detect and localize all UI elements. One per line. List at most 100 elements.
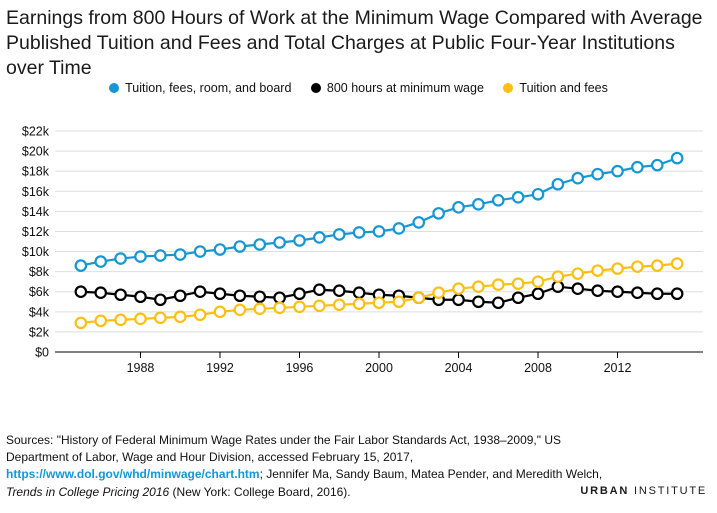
data-point-2 — [273, 301, 286, 315]
y-tick-label: $10k — [22, 245, 50, 259]
data-point-2 — [94, 314, 108, 328]
data-point-1 — [233, 289, 247, 303]
urban-institute-logo: URBAN INSTITUTE — [580, 485, 707, 497]
legend-item-tuition-fees: Tuition and fees — [503, 80, 608, 96]
data-point-2 — [650, 259, 664, 272]
data-point-0 — [571, 171, 585, 185]
data-point-0 — [233, 240, 247, 253]
data-point-1 — [571, 282, 585, 296]
data-point-1 — [94, 286, 108, 300]
data-point-0 — [293, 234, 306, 247]
x-tick-label: 1992 — [206, 361, 234, 375]
data-point-1 — [352, 286, 366, 300]
data-point-1 — [611, 285, 624, 299]
x-tick-label: 1996 — [286, 361, 314, 375]
y-tick-label: $20k — [22, 145, 50, 159]
data-point-2 — [611, 262, 624, 275]
data-point-0 — [611, 164, 624, 178]
brand-institute: INSTITUTE — [629, 485, 707, 497]
legend-item-min-wage: 800 hours at minimum wage — [310, 80, 484, 96]
data-point-2 — [114, 313, 127, 327]
data-point-2 — [293, 300, 306, 314]
data-point-0 — [511, 191, 525, 204]
data-point-2 — [332, 298, 346, 312]
data-point-2 — [571, 267, 585, 280]
data-point-1 — [74, 285, 88, 299]
data-point-0 — [452, 201, 465, 214]
data-point-1 — [313, 283, 326, 297]
y-tick-label: $22k — [22, 125, 50, 139]
data-point-2 — [491, 278, 505, 291]
data-point-1 — [273, 291, 286, 305]
y-tick-label: $4k — [29, 305, 50, 319]
data-point-0 — [412, 216, 426, 229]
data-point-2 — [213, 305, 227, 319]
data-point-0 — [134, 250, 147, 263]
data-point-0 — [173, 248, 187, 261]
source-middle: ; Jennifer Ma, Sandy Baum, Matea Pender,… — [259, 467, 603, 482]
data-point-0 — [193, 245, 207, 258]
data-point-0 — [472, 198, 485, 211]
data-point-2 — [452, 282, 465, 296]
data-point-0 — [551, 177, 565, 191]
data-point-2 — [412, 291, 426, 305]
data-point-0 — [531, 187, 545, 201]
data-point-0 — [591, 167, 604, 181]
data-point-1 — [154, 293, 167, 307]
data-point-2 — [591, 264, 604, 277]
data-point-2 — [233, 303, 247, 317]
data-point-1 — [511, 291, 525, 305]
data-point-1 — [531, 287, 545, 301]
data-point-0 — [94, 255, 108, 268]
legend-label-min-wage: 800 hours at minimum wage — [326, 81, 484, 95]
data-point-0 — [213, 243, 227, 256]
data-point-2 — [352, 297, 366, 311]
data-point-2 — [432, 286, 445, 300]
legend-label-tuition-room-board: Tuition, fees, room, and board — [125, 81, 292, 95]
data-point-1 — [452, 293, 465, 307]
data-point-0 — [372, 225, 386, 238]
data-point-2 — [511, 277, 525, 290]
source-suffix: (New York: College Board, 2016). — [169, 484, 351, 499]
y-tick-label: $18k — [22, 165, 50, 179]
y-tick-label: $0 — [35, 346, 49, 360]
legend-label-tuition-fees: Tuition and fees — [519, 81, 608, 95]
legend-swatch-black — [310, 83, 321, 93]
data-point-2 — [134, 312, 147, 326]
data-point-2 — [531, 275, 545, 288]
data-point-2 — [472, 280, 485, 294]
data-point-2 — [313, 299, 326, 313]
source-note: Sources: "History of Federal Minimum Wag… — [6, 432, 606, 501]
data-point-0 — [432, 207, 445, 220]
data-point-0 — [352, 226, 366, 239]
legend-swatch-yellow — [503, 83, 514, 93]
data-point-2 — [670, 257, 684, 270]
source-prefix: Sources: "History of Federal Minimum Wag… — [6, 433, 562, 465]
data-point-0 — [154, 249, 167, 262]
data-point-2 — [551, 270, 565, 283]
y-tick-label: $14k — [22, 205, 50, 219]
data-point-1 — [472, 295, 485, 309]
legend: Tuition, fees, room, and board 800 hours… — [0, 80, 717, 96]
data-point-1 — [213, 287, 227, 301]
y-tick-label: $12k — [22, 225, 50, 239]
data-point-1 — [293, 287, 306, 301]
brand-urban: URBAN — [580, 485, 630, 497]
data-point-0 — [650, 158, 664, 172]
data-point-0 — [631, 160, 644, 174]
data-point-1 — [134, 290, 147, 304]
data-point-1 — [591, 284, 604, 298]
data-point-2 — [74, 316, 88, 330]
x-tick-label: 2000 — [365, 361, 393, 375]
data-point-2 — [253, 302, 267, 316]
data-point-0 — [253, 238, 267, 251]
data-point-1 — [253, 290, 267, 304]
data-point-2 — [631, 260, 644, 273]
data-point-0 — [332, 228, 346, 241]
source-link[interactable]: https://www.dol.gov/whd/minwage/chart.ht… — [6, 467, 260, 482]
y-tick-label: $6k — [29, 285, 50, 299]
x-tick-label: 2008 — [524, 361, 552, 375]
data-point-2 — [173, 310, 187, 324]
data-point-0 — [491, 194, 505, 207]
